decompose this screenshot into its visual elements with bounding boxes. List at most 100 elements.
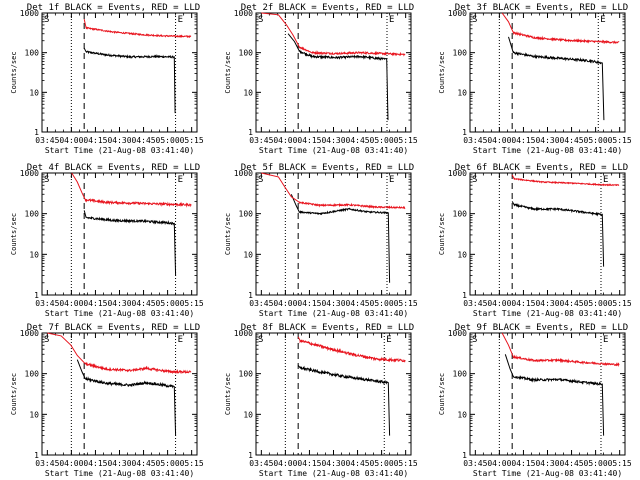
plot-frame bbox=[255, 172, 412, 296]
x-tick-label: 03:45 bbox=[35, 459, 59, 468]
start-marker-label: S bbox=[258, 15, 263, 25]
y-tick-label: 100 bbox=[239, 49, 254, 58]
x-tick-label: 03:45 bbox=[463, 299, 487, 308]
y-tick-label: 1000 bbox=[20, 329, 39, 338]
y-tick-label: 10 bbox=[29, 88, 39, 97]
y-axis-label: Counts/sec bbox=[10, 373, 18, 415]
x-tick-label: 04:15 bbox=[297, 299, 321, 308]
chart-title: Det 1f BLACK = Events, RED = LLD bbox=[27, 3, 200, 13]
x-tick-label: 03:45 bbox=[463, 136, 487, 145]
y-tick-label: 100 bbox=[453, 49, 468, 58]
end-marker-label: E bbox=[600, 15, 605, 25]
x-tick-label: 04:30 bbox=[321, 299, 345, 308]
x-tick-label: 04:15 bbox=[511, 459, 535, 468]
x-tick-label: 05:15 bbox=[608, 459, 632, 468]
end-marker-label: E bbox=[389, 175, 394, 185]
end-marker-label: E bbox=[178, 15, 183, 25]
x-tick-label: 05:15 bbox=[180, 136, 204, 145]
start-marker-label: S bbox=[44, 15, 49, 25]
x-tick-label: 04:00 bbox=[273, 136, 297, 145]
x-tick-label: 05:00 bbox=[370, 459, 394, 468]
y-tick-label: 10 bbox=[457, 410, 467, 419]
chart-panel-8: Det 8f BLACK = Events, RED = LLD 1 10 100 10… bbox=[224, 323, 418, 478]
events-series-line bbox=[297, 365, 391, 436]
lld-series-line bbox=[71, 172, 192, 208]
x-tick-label: 05:00 bbox=[156, 459, 180, 468]
lld-series-line bbox=[83, 18, 192, 39]
y-tick-label: 1000 bbox=[20, 169, 39, 178]
x-tick-label: 04:00 bbox=[487, 136, 511, 145]
x-axis-label: Start Time (21-Aug-08 03:41:40) bbox=[45, 309, 194, 318]
end-marker-label: E bbox=[386, 335, 391, 345]
x-tick-label: 04:45 bbox=[132, 136, 156, 145]
events-series-line bbox=[511, 201, 605, 267]
x-tick-label: 04:15 bbox=[83, 459, 107, 468]
x-tick-label: 05:00 bbox=[156, 299, 180, 308]
x-tick-label: 04:00 bbox=[487, 299, 511, 308]
y-tick-label: 100 bbox=[453, 210, 468, 219]
x-tick-label: 04:15 bbox=[297, 136, 321, 145]
x-tick-label: 05:15 bbox=[180, 459, 204, 468]
x-tick-label: 04:45 bbox=[560, 459, 584, 468]
x-tick-label: 04:45 bbox=[346, 136, 370, 145]
chart-panel-4: Det 4f BLACK = Events, RED = LLD 1 10 100 10… bbox=[10, 163, 204, 318]
y-tick-label: 1 bbox=[248, 128, 253, 137]
x-tick-label: 04:00 bbox=[273, 459, 297, 468]
x-tick-label: 03:45 bbox=[463, 459, 487, 468]
chart-title: Det 9f BLACK = Events, RED = LLD bbox=[455, 323, 628, 333]
x-axis-label: Start Time (21-Aug-08 03:41:40) bbox=[473, 146, 622, 155]
y-axis-label: Counts/sec bbox=[10, 51, 18, 93]
x-tick-label: 04:00 bbox=[59, 299, 83, 308]
y-tick-label: 1 bbox=[248, 451, 253, 460]
lld-series-line bbox=[261, 172, 406, 210]
lld-series-line bbox=[501, 332, 620, 368]
chart-title: Det 6f BLACK = Events, RED = LLD bbox=[455, 163, 628, 173]
y-tick-label: 10 bbox=[457, 88, 467, 97]
x-tick-label: 04:45 bbox=[132, 459, 156, 468]
x-tick-label: 05:15 bbox=[394, 136, 418, 145]
x-tick-label: 04:15 bbox=[83, 299, 107, 308]
events-series-line bbox=[287, 33, 389, 121]
end-marker-label: E bbox=[178, 175, 183, 185]
y-tick-label: 100 bbox=[25, 370, 40, 379]
plot-frame bbox=[469, 12, 626, 133]
lld-series-line bbox=[261, 12, 406, 57]
chart-title: Det 5f BLACK = Events, RED = LLD bbox=[241, 163, 414, 173]
y-tick-label: 100 bbox=[25, 210, 40, 219]
x-tick-label: 04:15 bbox=[83, 136, 107, 145]
x-tick-label: 05:00 bbox=[584, 299, 608, 308]
y-tick-label: 1 bbox=[34, 291, 39, 300]
y-tick-label: 1000 bbox=[448, 9, 467, 18]
x-tick-label: 04:45 bbox=[560, 299, 584, 308]
x-tick-label: 03:45 bbox=[35, 299, 59, 308]
x-tick-label: 04:00 bbox=[273, 299, 297, 308]
y-axis-label: Counts/sec bbox=[224, 51, 232, 93]
events-series-line bbox=[508, 36, 605, 121]
y-axis-label: Counts/sec bbox=[438, 373, 446, 415]
end-marker-label: E bbox=[178, 335, 183, 345]
events-series-line bbox=[504, 354, 605, 436]
x-tick-label: 05:00 bbox=[584, 136, 608, 145]
x-tick-label: 04:45 bbox=[346, 459, 370, 468]
plot-frame bbox=[41, 172, 198, 296]
x-tick-label: 03:45 bbox=[35, 136, 59, 145]
x-axis-label: Start Time (21-Aug-08 03:41:40) bbox=[45, 469, 194, 478]
y-tick-label: 1 bbox=[248, 291, 253, 300]
chart-title: Det 7f BLACK = Events, RED = LLD bbox=[27, 323, 200, 333]
x-tick-label: 03:45 bbox=[249, 136, 273, 145]
chart-title: Det 4f BLACK = Events, RED = LLD bbox=[27, 163, 200, 173]
y-tick-label: 1000 bbox=[234, 169, 253, 178]
chart-panel-1: Det 1f BLACK = Events, RED = LLD 1 10 100 10… bbox=[10, 3, 204, 155]
x-tick-label: 03:45 bbox=[249, 299, 273, 308]
chart-title: Det 3f BLACK = Events, RED = LLD bbox=[455, 3, 628, 13]
x-tick-label: 04:15 bbox=[297, 459, 321, 468]
plot-frame bbox=[255, 332, 412, 456]
end-marker-label: E bbox=[603, 335, 608, 345]
lld-series-line bbox=[297, 336, 406, 363]
x-tick-label: 04:30 bbox=[535, 459, 559, 468]
y-axis-label: Counts/sec bbox=[10, 213, 18, 255]
x-tick-label: 04:30 bbox=[321, 136, 345, 145]
y-tick-label: 1000 bbox=[448, 169, 467, 178]
x-tick-label: 05:15 bbox=[180, 299, 204, 308]
